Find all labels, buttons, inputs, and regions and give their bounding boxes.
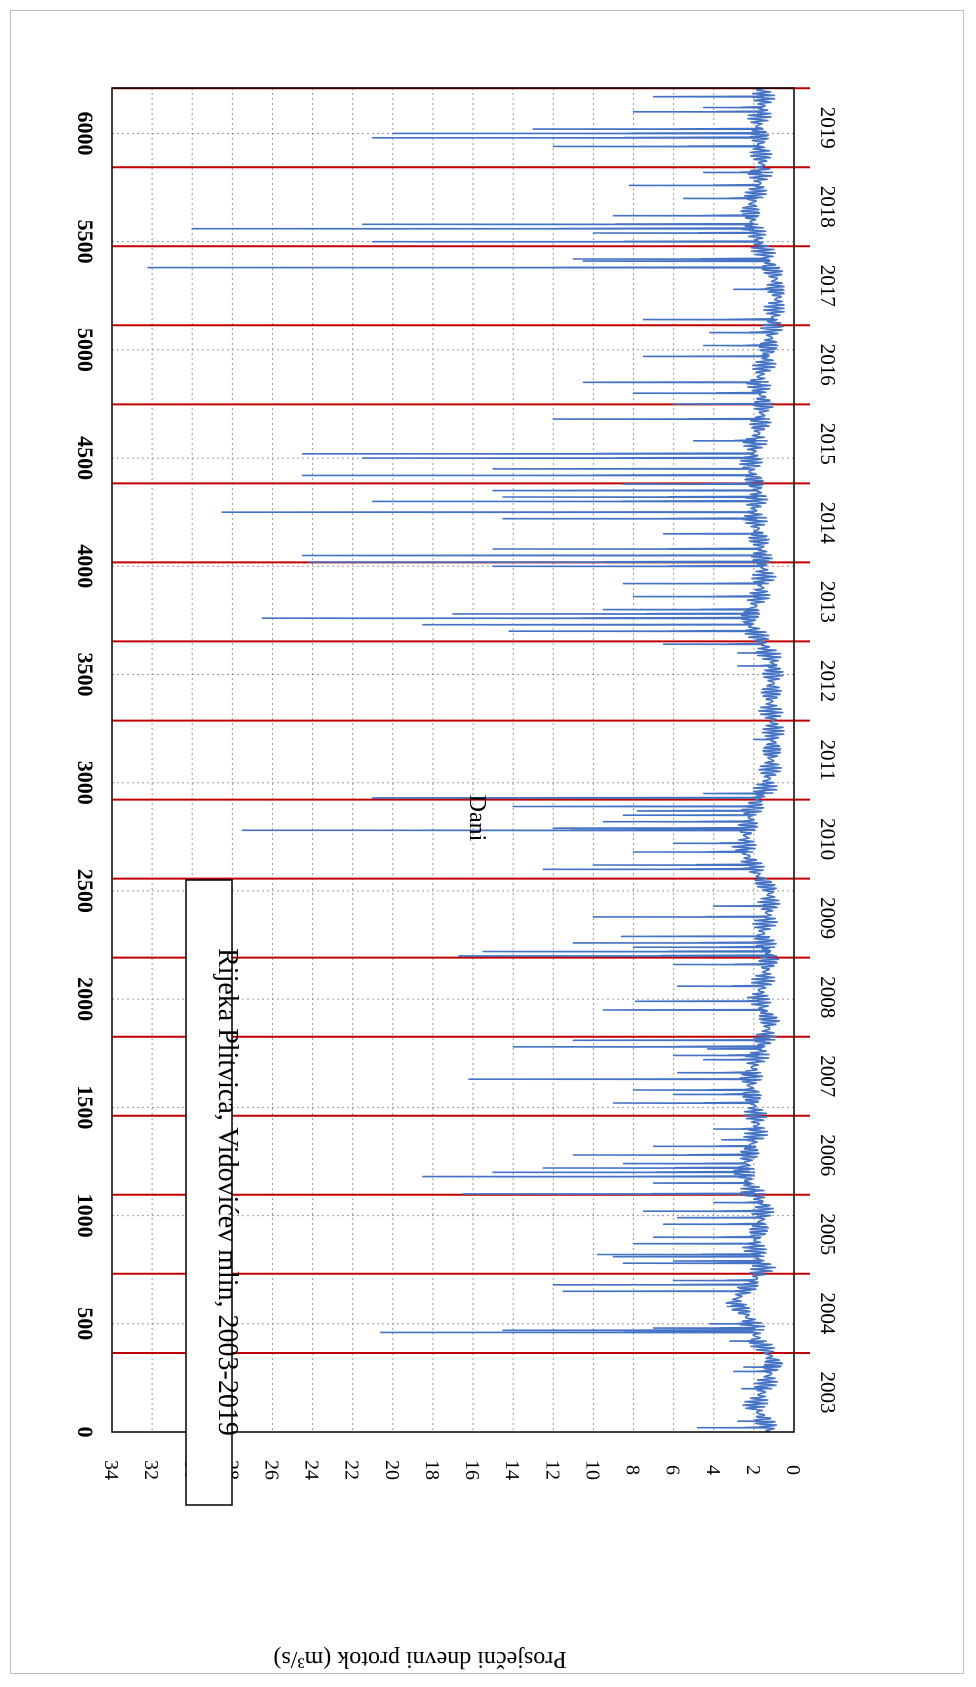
y-tick-label: 14	[501, 1460, 523, 1480]
x-tick-label: 4500	[73, 436, 98, 480]
y-tick-label: 22	[341, 1460, 363, 1480]
y-tick-label: 32	[140, 1460, 162, 1480]
y-axis-title: Prosječni dnevni protok (m³/s)	[273, 1646, 566, 1672]
x-tick-label: 500	[73, 1307, 98, 1340]
x-tick-label: 6000	[73, 111, 98, 155]
x-axis-title: Dani	[464, 795, 490, 842]
year-label: 2006	[816, 1134, 840, 1176]
year-labels: 2003 2004 2005 2006 2007 2008 2009 2010 2011 2012…	[816, 107, 840, 1414]
chart-frame	[10, 10, 964, 1674]
x-tick-label: 5500	[73, 220, 98, 264]
y-tick-label: 0	[782, 1465, 804, 1475]
year-label: 2011	[816, 739, 840, 780]
y-tick-label: 26	[260, 1460, 282, 1480]
x-tick-label: 3000	[73, 761, 98, 805]
x-tick-label: 1500	[73, 1085, 98, 1129]
chart-title-box: Rijeka Plitvica, Vidovićev mlin, 2003-20…	[185, 879, 243, 1506]
y-tick-label: 24	[301, 1460, 323, 1480]
y-tick-label: 16	[461, 1460, 483, 1480]
year-label: 2014	[816, 502, 840, 545]
year-label: 2005	[816, 1213, 840, 1255]
year-label: 2018	[816, 186, 840, 228]
chart-title-border	[185, 879, 233, 1506]
year-label: 2016	[816, 344, 840, 386]
x-tick-label: 5000	[73, 328, 98, 372]
chart-title: Rijeka Plitvica, Vidovićev mlin, 2003-20…	[212, 948, 243, 1436]
x-tick-label: 2000	[73, 977, 98, 1021]
year-label: 2010	[816, 818, 840, 860]
y-tick-label: 20	[381, 1460, 403, 1480]
year-label: 2009	[816, 897, 840, 939]
x-tick-label: 0	[73, 1427, 98, 1438]
year-label: 2015	[816, 423, 840, 465]
x-tick-label: 3500	[73, 653, 98, 697]
y-tick-label: 10	[581, 1460, 603, 1480]
year-label: 2003	[816, 1372, 840, 1414]
y-tick-label: 4	[702, 1465, 724, 1475]
y-tick-label: 12	[541, 1460, 563, 1480]
x-tick-label: 4000	[73, 544, 98, 588]
x-axis-tick-labels: 0 500 1000 1500 2000 2500 3000 3500 4000 4500 5000…	[73, 111, 98, 1437]
plot-area-border	[111, 87, 795, 1433]
year-label: 2008	[816, 976, 840, 1018]
year-label: 2019	[816, 107, 840, 149]
year-label: 2017	[816, 265, 840, 307]
x-tick-label: 2500	[73, 869, 98, 913]
y-tick-label: 6	[662, 1465, 684, 1475]
x-tick-label: 1000	[73, 1194, 98, 1238]
series-layer	[147, 87, 785, 1433]
y-tick-label: 18	[421, 1460, 443, 1480]
series-line-daily-flow	[147, 87, 785, 1433]
year-label: 2013	[816, 581, 840, 623]
year-label: 2004	[816, 1292, 840, 1335]
year-label: 2007	[816, 1055, 840, 1097]
year-label: 2012	[816, 660, 840, 702]
y-tick-label: 2	[742, 1465, 764, 1475]
y-tick-label: 8	[622, 1465, 644, 1475]
y-tick-label: 34	[100, 1460, 122, 1480]
